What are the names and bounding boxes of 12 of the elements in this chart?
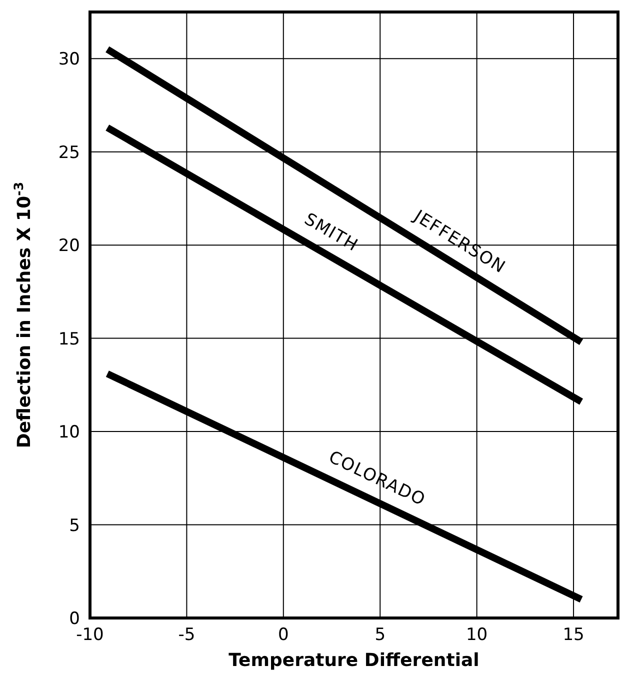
x-tick-label: 0 — [278, 625, 289, 645]
y-tick-label: 10 — [58, 422, 80, 443]
y-tick-label: 30 — [58, 50, 80, 70]
y-tick-label: 20 — [58, 236, 80, 256]
y-tick-label: 15 — [58, 329, 80, 350]
x-tick-label: 10 — [466, 625, 488, 645]
x-tick-label: 5 — [374, 625, 386, 645]
y-tick-label: 5 — [69, 516, 80, 536]
x-tick-label: 15 — [562, 625, 584, 645]
x-axis-title: Temperature Differential — [228, 650, 480, 671]
x-tick-label: -5 — [178, 625, 196, 645]
y-tick-label: 25 — [58, 142, 80, 163]
